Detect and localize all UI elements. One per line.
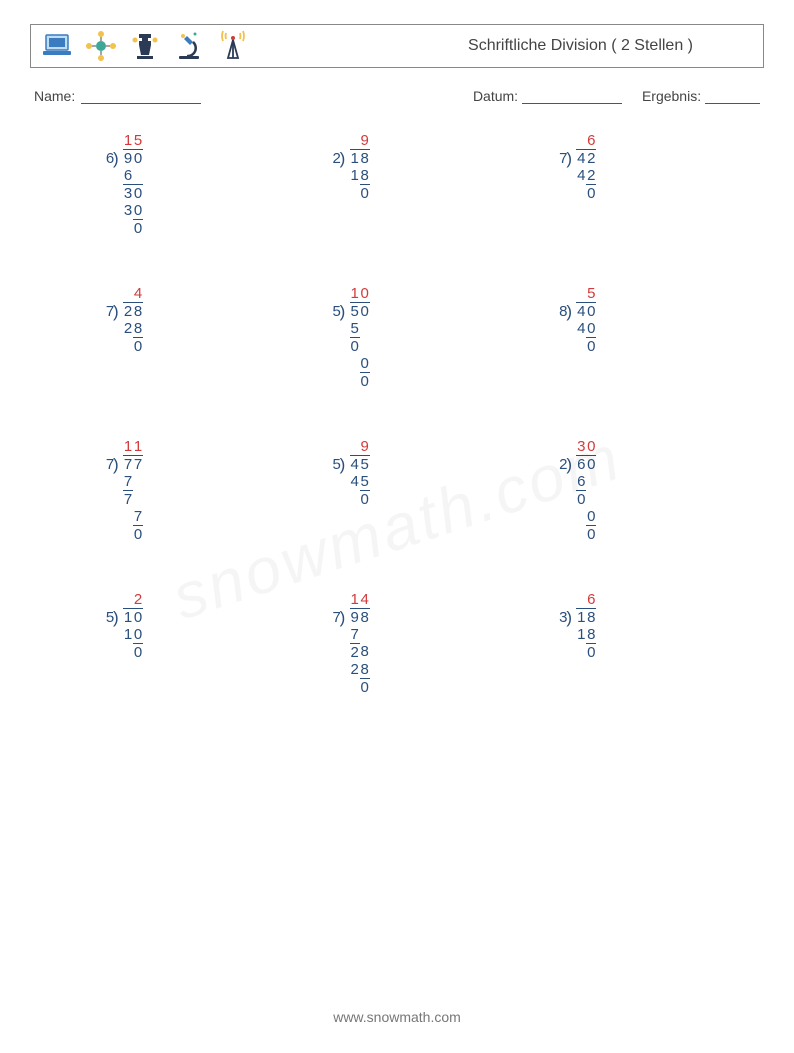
info-row: Name: Datum: Ergebnis: — [30, 88, 764, 104]
network-icon — [85, 30, 117, 62]
problems-grid: 15690)6303009218)1806742)420 4728)2801055… — [57, 132, 737, 696]
division-problem: 5840)400 — [510, 285, 737, 390]
division-problem: 4728)280 — [57, 285, 284, 390]
division-problem: 11777)7770 — [57, 438, 284, 543]
header-bar: Schriftliche Division ( 2 Stellen ) — [30, 24, 764, 68]
header-icons — [41, 30, 249, 62]
division-problem: 2510)100 — [57, 591, 284, 696]
division-problem: 14798)728280 — [284, 591, 511, 696]
result-blank[interactable] — [705, 89, 760, 104]
footer-link: www.snowmath.com — [0, 1009, 794, 1025]
division-problem: 9545)450 — [284, 438, 511, 543]
division-problem: 6318)180 — [510, 591, 737, 696]
name-label: Name: — [34, 88, 75, 104]
date-label: Datum: — [473, 88, 518, 104]
chess-icon — [129, 30, 161, 62]
result-label: Ergebnis: — [642, 88, 701, 104]
division-problem: 9218)180 — [284, 132, 511, 237]
division-problem: 6742)420 — [510, 132, 737, 237]
date-blank[interactable] — [522, 89, 622, 104]
division-problem: 10550)5000 — [284, 285, 511, 390]
division-problem: 15690)630300 — [57, 132, 284, 237]
page-title: Schriftliche Division ( 2 Stellen ) — [468, 37, 693, 55]
antenna-icon — [217, 30, 249, 62]
microscope-icon — [173, 30, 205, 62]
division-problem: 30260)6000 — [510, 438, 737, 543]
laptop-icon — [41, 30, 73, 62]
name-blank[interactable] — [81, 89, 201, 104]
